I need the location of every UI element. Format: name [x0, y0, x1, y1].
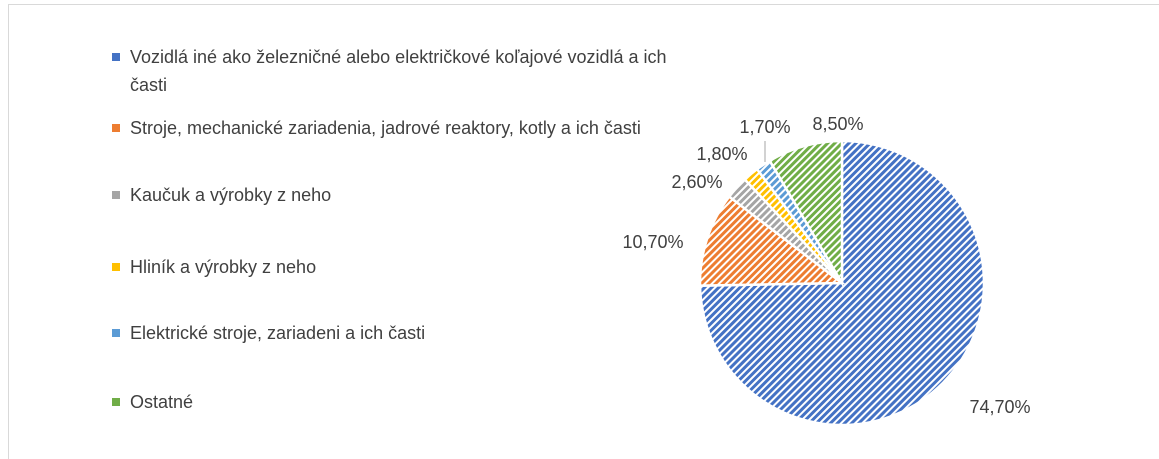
chart-border [8, 4, 1159, 459]
data-label: 1,70% [739, 117, 790, 137]
legend-item: Vozidlá iné ako železničné alebo elektri… [112, 43, 672, 99]
legend-label: Elektrické stroje, zariadeni a ich časti [130, 323, 426, 343]
legend-label: Kaučuk a výrobky z neho [130, 185, 332, 205]
legend-item: Stroje, mechanické zariadenia, jadrové r… [112, 114, 672, 142]
legend-item: Kaučuk a výrobky z neho [112, 181, 672, 209]
legend-swatch [112, 398, 120, 406]
data-label: 2,60% [671, 172, 722, 192]
legend-item: Hliník a výrobky z neho [112, 253, 672, 281]
data-label: 8,50% [812, 114, 863, 134]
legend-swatch [112, 53, 120, 61]
legend-swatch [112, 263, 120, 271]
legend-label: Stroje, mechanické zariadenia, jadrové r… [130, 118, 641, 138]
data-label: 1,80% [696, 144, 747, 164]
legend-item: Ostatné [112, 388, 672, 416]
legend-swatch [112, 124, 120, 132]
legend-swatch [112, 191, 120, 199]
pie-slice [768, 139, 844, 288]
data-label: 74,70% [969, 397, 1030, 417]
legend-label: Hliník a výrobky z neho [130, 257, 317, 277]
data-label: 10,70% [622, 232, 683, 252]
pie-slice [698, 194, 846, 287]
legend-label: Vozidlá iné ako železničné alebo elektri… [130, 47, 667, 95]
legend-swatch [112, 329, 120, 337]
legend-item: Elektrické stroje, zariadeni a ich časti [112, 319, 672, 347]
legend-label: Ostatné [130, 392, 194, 412]
